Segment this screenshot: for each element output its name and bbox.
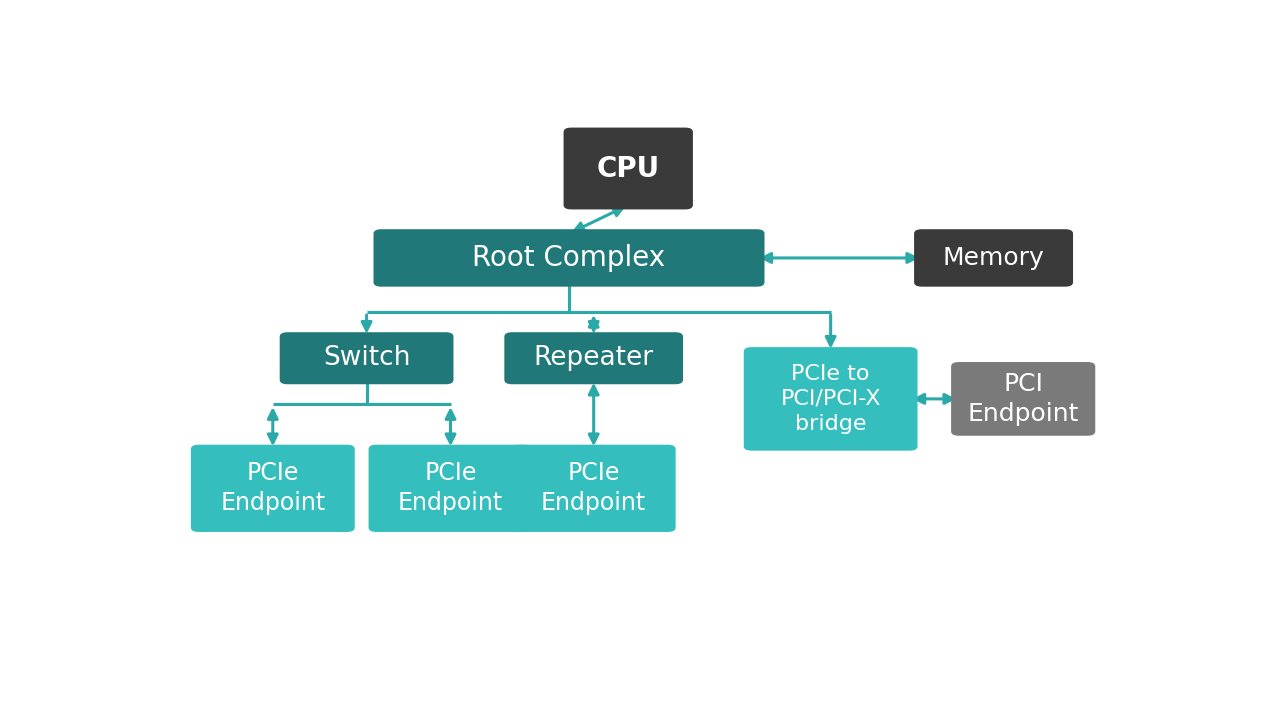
FancyBboxPatch shape	[744, 347, 917, 451]
Text: CPU: CPU	[596, 154, 660, 182]
FancyBboxPatch shape	[512, 445, 675, 532]
Text: Memory: Memory	[943, 246, 1045, 270]
FancyBboxPatch shape	[280, 332, 454, 384]
FancyBboxPatch shape	[505, 332, 683, 384]
FancyBboxPatch shape	[191, 445, 354, 532]
FancyBboxPatch shape	[913, 230, 1073, 287]
Text: Root Complex: Root Complex	[473, 244, 665, 272]
Text: PCI
Endpoint: PCI Endpoint	[967, 372, 1079, 426]
Text: Repeater: Repeater	[534, 345, 654, 371]
Text: PCIe
Endpoint: PCIe Endpoint	[220, 462, 325, 515]
FancyBboxPatch shape	[368, 445, 533, 532]
FancyBboxPatch shape	[373, 230, 764, 287]
FancyBboxPatch shape	[952, 362, 1096, 436]
Text: PCIe
Endpoint: PCIe Endpoint	[397, 462, 503, 515]
Text: Switch: Switch	[322, 345, 410, 371]
Text: PCIe
Endpoint: PCIe Endpoint	[541, 462, 646, 515]
Text: PCIe to
PCI/PCI-X
bridge: PCIe to PCI/PCI-X bridge	[781, 364, 880, 434]
FancyBboxPatch shape	[563, 127, 693, 209]
